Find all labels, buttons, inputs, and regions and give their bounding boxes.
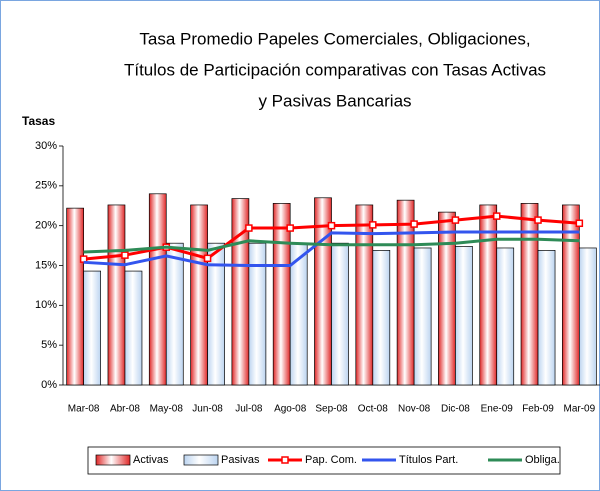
marker xyxy=(451,216,460,224)
x-tick-label: Nov-08 xyxy=(398,404,431,415)
y-tick-label: 30% xyxy=(35,140,57,152)
legend-label: Pasivas xyxy=(221,454,260,466)
bar xyxy=(124,270,143,386)
bar xyxy=(413,247,432,386)
line xyxy=(83,230,580,267)
y-tick-label: 10% xyxy=(35,299,57,311)
x-tick-label: Ene-09 xyxy=(481,404,514,415)
bar xyxy=(83,270,102,386)
bar xyxy=(190,204,208,386)
marker xyxy=(286,224,294,232)
bar xyxy=(455,246,473,386)
x-tick-label: Jun-08 xyxy=(192,404,223,415)
chart-title: Títulos de Participación comparativas co… xyxy=(124,60,546,79)
bar xyxy=(107,204,126,386)
legend-label: Pap. Com. xyxy=(305,454,357,466)
bar xyxy=(248,242,267,386)
x-tick-label: Oct-08 xyxy=(358,404,388,415)
legend-label: Títulos Part. xyxy=(399,454,458,466)
x-tick-label: Mar-08 xyxy=(68,404,100,415)
marker xyxy=(327,221,336,230)
bar xyxy=(207,242,225,386)
legend-marker xyxy=(281,456,289,464)
y-tick-label: 20% xyxy=(35,220,57,232)
bar xyxy=(148,193,167,386)
bar xyxy=(165,242,184,386)
marker xyxy=(575,219,584,228)
bar xyxy=(331,242,349,386)
y-tick-label: 0% xyxy=(41,379,57,391)
x-tick-label: May-08 xyxy=(150,404,184,415)
bar xyxy=(438,211,456,386)
bar xyxy=(496,247,515,386)
bar xyxy=(537,250,556,386)
y-axis-label: Tasas xyxy=(22,114,55,128)
x-tick-label: Ago-08 xyxy=(274,404,307,415)
legend-box xyxy=(87,446,561,475)
legend-swatch xyxy=(183,454,219,466)
chart-title: Tasa Promedio Papeles Comerciales, Oblig… xyxy=(139,29,530,48)
bar xyxy=(396,199,415,386)
bar xyxy=(372,250,391,386)
x-tick-label: Feb-09 xyxy=(522,404,554,415)
legend-label: Activas xyxy=(133,454,169,466)
marker xyxy=(245,224,253,232)
x-tick-label: Mar-09 xyxy=(564,404,596,415)
bar xyxy=(578,247,597,386)
y-tick-label: 5% xyxy=(41,339,57,351)
x-tick-label: Jul-08 xyxy=(235,404,263,415)
marker xyxy=(410,220,418,228)
marker xyxy=(121,251,129,259)
x-tick-label: Sep-08 xyxy=(315,404,348,415)
marker xyxy=(534,216,542,224)
x-tick-label: Abr-08 xyxy=(110,404,140,415)
chart-title: y Pasivas Bancarias xyxy=(258,91,411,110)
line xyxy=(83,237,580,254)
marker xyxy=(369,221,377,229)
y-tick-label: 25% xyxy=(35,180,57,192)
marker xyxy=(203,254,212,263)
bar xyxy=(66,207,85,386)
y-tick-label: 15% xyxy=(35,259,57,271)
marker xyxy=(79,255,88,263)
legend-swatch xyxy=(95,454,131,466)
marker xyxy=(492,212,501,220)
x-tick-label: Dic-08 xyxy=(441,404,470,415)
legend-label: Obliga. xyxy=(525,454,560,466)
